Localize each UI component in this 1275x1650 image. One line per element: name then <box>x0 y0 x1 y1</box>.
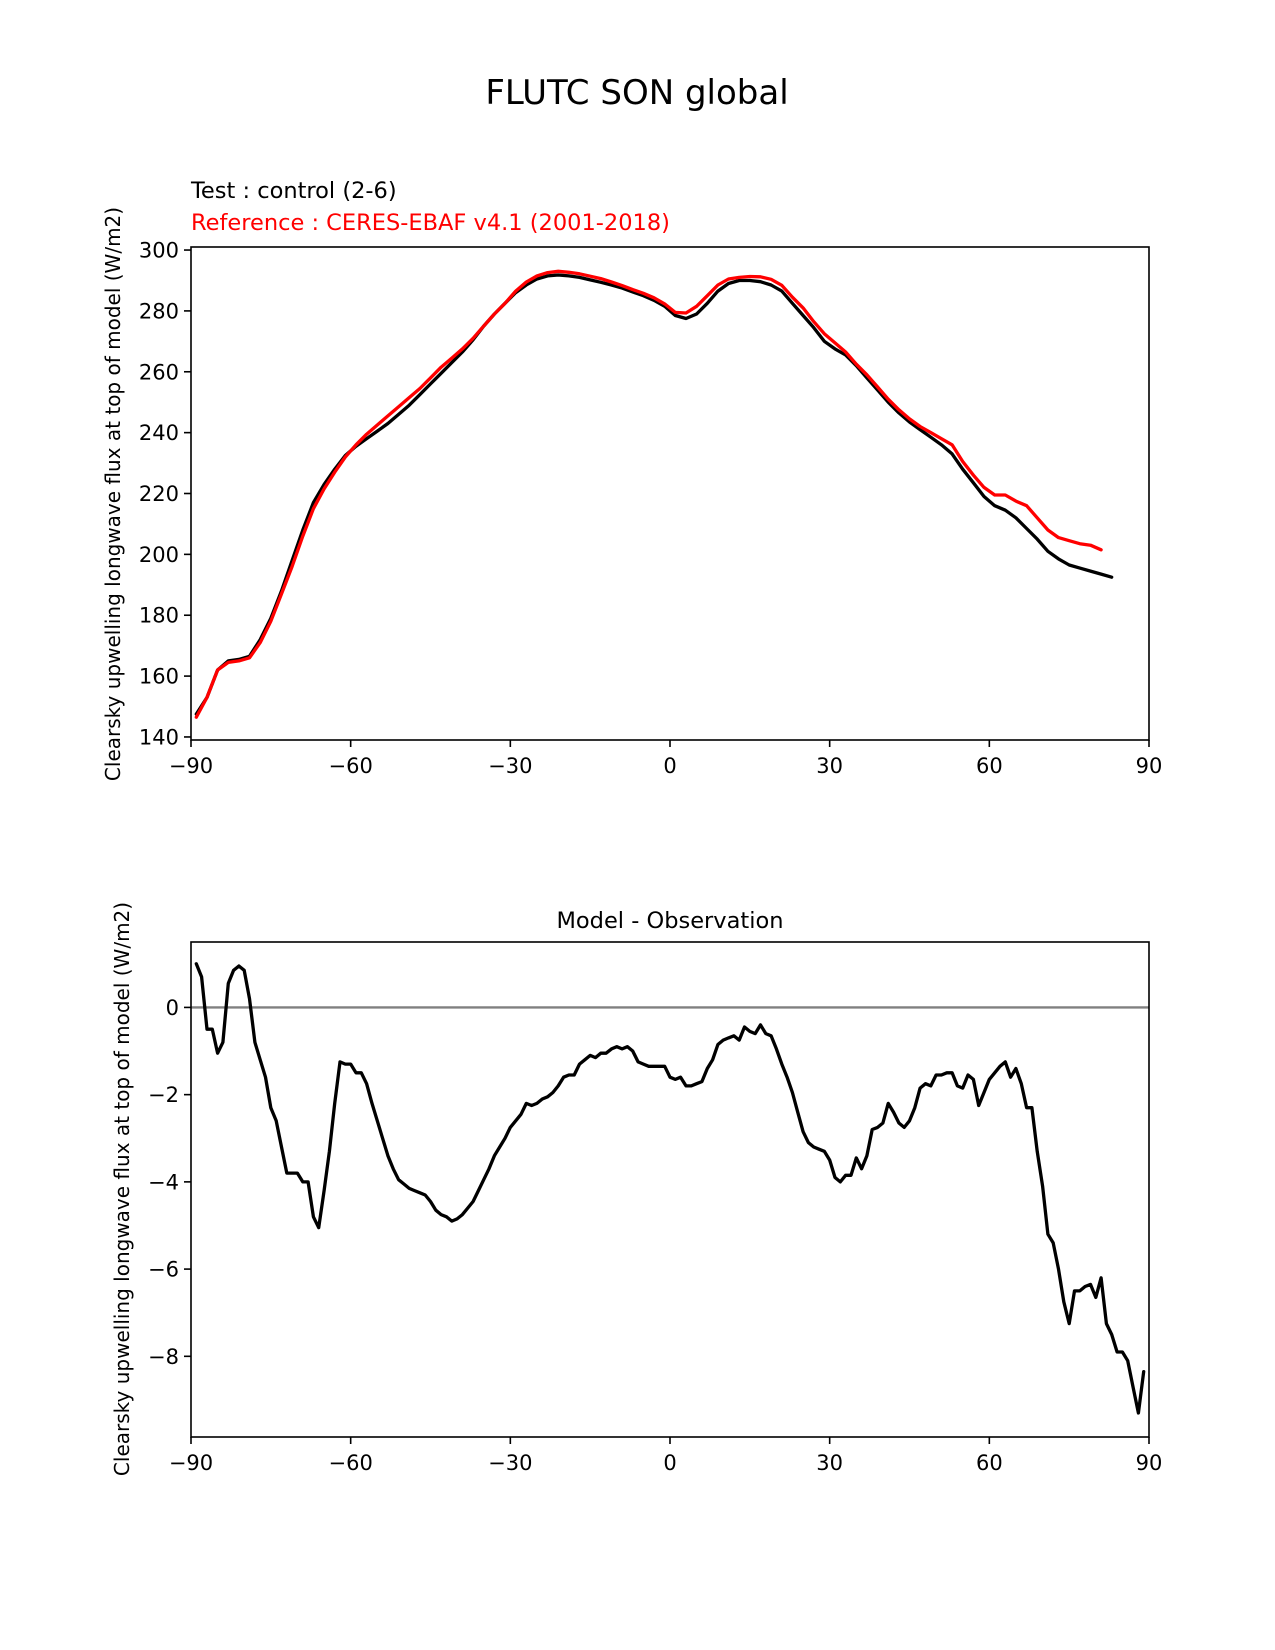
test-label: Test : control (2-6) <box>190 178 397 204</box>
top-y-tick-label: 200 <box>139 543 179 567</box>
top-x-tick-label: 60 <box>976 754 1003 778</box>
top-x-tick-label: 0 <box>663 754 676 778</box>
bottom-x-tick-label: 90 <box>1136 1451 1163 1475</box>
top-y-tick-label: 160 <box>139 665 179 689</box>
bottom-y-tick-label: −4 <box>148 1170 179 1194</box>
top-x-tick-label: 90 <box>1136 754 1163 778</box>
top-x-tick-label: −30 <box>488 754 532 778</box>
bottom-y-tick-label: −8 <box>148 1345 179 1369</box>
bottom-x-tick-label: −60 <box>329 1451 373 1475</box>
top-y-tick-label: 300 <box>139 239 179 263</box>
top-x-tick-label: 30 <box>816 754 843 778</box>
bottom-y-tick-label: 0 <box>166 996 179 1020</box>
bottom-y-tick-label: −2 <box>148 1083 179 1107</box>
top-panel: Test : control (2-6) Reference : CERES-E… <box>101 178 1162 781</box>
bottom-ticks: −90 −60 −30 0 30 60 90 −8 −6 −4 −2 0 <box>148 996 1162 1475</box>
top-y-tick-label: 280 <box>139 299 179 323</box>
bottom-x-tick-label: 60 <box>976 1451 1003 1475</box>
top-y-tick-label: 220 <box>139 482 179 506</box>
top-series-line-0 <box>194 273 1114 716</box>
bottom-plot-lines <box>191 962 1149 1415</box>
bottom-x-tick-label: −30 <box>488 1451 532 1475</box>
bottom-plot-frame <box>190 941 1150 1438</box>
bottom-title: Model - Observation <box>557 908 784 934</box>
top-x-tick-label: −90 <box>169 754 213 778</box>
top-x-tick-label: −60 <box>329 754 373 778</box>
figure-title: FLUTC SON global <box>485 73 788 113</box>
top-ticks: −90 −60 −30 0 30 60 90 140 160 180 200 220 240 260 280… <box>139 239 1162 778</box>
top-plot-frame <box>190 246 1150 741</box>
bottom-x-tick-label: 30 <box>816 1451 843 1475</box>
top-series-line-1 <box>194 269 1103 719</box>
bottom-y-tick-label: −6 <box>148 1258 179 1282</box>
top-y-tick-label: 140 <box>139 725 179 749</box>
bottom-panel: Model - Observation −90 −60 −30 0 30 60 90−8−6… <box>110 902 1162 1476</box>
top-y-tick-label: 240 <box>139 421 179 445</box>
bottom-series-line-0 <box>194 962 1146 1415</box>
top-y-tick-label: 260 <box>139 360 179 384</box>
reference-label: Reference : CERES-EBAF v4.1 (2001-2018) <box>191 210 670 236</box>
bottom-x-tick-label: 0 <box>663 1451 676 1475</box>
bottom-y-axis-label: Clearsky upwelling longwave flux at top … <box>110 902 134 1476</box>
bottom-x-tick-label: −90 <box>169 1451 213 1475</box>
top-y-axis-label: Clearsky upwelling longwave flux at top … <box>101 207 125 781</box>
top-plot-lines <box>194 269 1114 719</box>
top-y-tick-label: 180 <box>139 604 179 628</box>
